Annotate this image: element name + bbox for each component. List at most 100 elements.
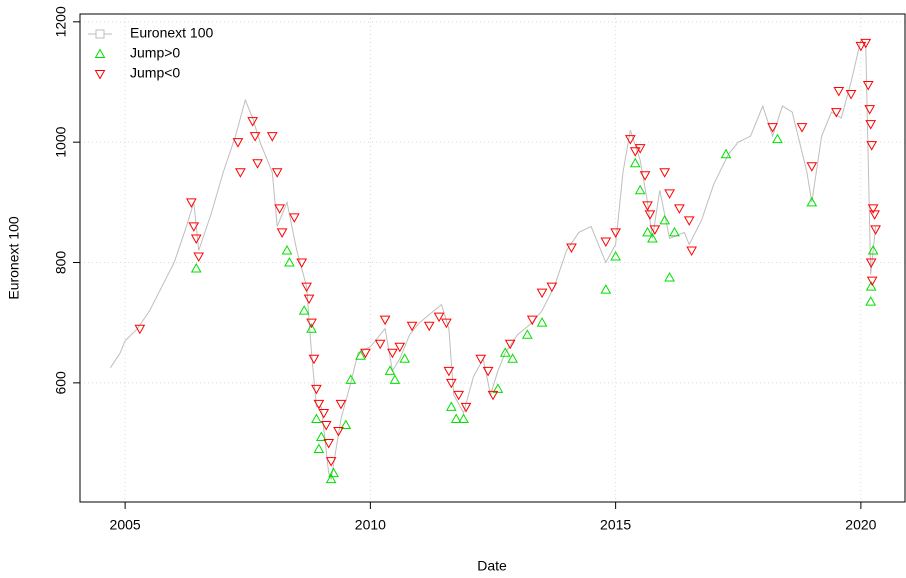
jump-up-marker bbox=[384, 365, 396, 375]
jump-up-marker bbox=[772, 133, 783, 144]
jump-down-marker bbox=[320, 420, 332, 431]
jump-down-marker bbox=[441, 318, 452, 329]
jump-down-marker bbox=[296, 258, 308, 269]
jump-up-marker bbox=[306, 323, 317, 333]
jump-down-marker bbox=[193, 252, 205, 263]
jump-down-marker bbox=[323, 439, 335, 449]
jump-down-marker bbox=[686, 246, 698, 256]
jump-down-marker bbox=[664, 189, 675, 199]
jump-up-marker bbox=[865, 281, 877, 291]
jump-down-marker bbox=[487, 390, 499, 401]
legend-label: Jump<0 bbox=[130, 65, 180, 81]
jump-up-marker bbox=[521, 329, 533, 339]
jump-down-marker bbox=[360, 348, 371, 359]
jump-down-marker bbox=[546, 282, 558, 293]
jump-up-marker bbox=[284, 256, 295, 267]
jump-up-marker bbox=[536, 317, 548, 327]
jump-down-marker bbox=[333, 426, 344, 437]
jump-down-marker bbox=[796, 123, 808, 133]
jump-down-marker bbox=[445, 378, 457, 389]
jump-up-marker bbox=[325, 473, 337, 484]
plot-frame bbox=[79, 13, 906, 503]
y-tick-label: 800 bbox=[53, 251, 69, 275]
jump-up-marker bbox=[806, 196, 818, 207]
jump-down-marker bbox=[433, 312, 445, 323]
jump-down-marker bbox=[274, 204, 285, 214]
jump-up-marker bbox=[298, 305, 310, 315]
jump-up-marker bbox=[340, 419, 352, 429]
x-tick-label: 2020 bbox=[845, 517, 876, 533]
jump-up-marker bbox=[659, 214, 671, 225]
jump-down-marker bbox=[394, 342, 406, 353]
jump-down-marker bbox=[862, 81, 874, 91]
jump-down-marker bbox=[526, 315, 538, 326]
y-axis-label: Euronext 100 bbox=[6, 216, 22, 299]
jump-down-marker bbox=[185, 198, 197, 208]
jump-down-marker bbox=[335, 399, 347, 410]
jump-down-marker bbox=[767, 123, 778, 133]
jump-down-marker bbox=[865, 258, 877, 269]
jump-up-marker bbox=[610, 250, 621, 261]
jump-down-marker bbox=[374, 339, 386, 350]
jump-up-marker bbox=[647, 232, 658, 243]
jump-down-marker bbox=[303, 294, 315, 305]
jump-up-marker bbox=[399, 353, 411, 363]
jump-down-marker bbox=[232, 138, 244, 148]
jump-down-marker bbox=[634, 144, 646, 154]
jump-down-marker bbox=[683, 216, 695, 226]
y-tick-label: 600 bbox=[53, 371, 69, 395]
jump-down-marker bbox=[423, 321, 435, 332]
jump-down-marker bbox=[475, 354, 487, 365]
jump-up-marker bbox=[492, 383, 504, 393]
jump-down-marker bbox=[629, 147, 641, 157]
jump-down-marker bbox=[288, 213, 300, 223]
jump-down-marker bbox=[249, 132, 261, 142]
jump-down-marker bbox=[642, 201, 653, 211]
jump-down-marker bbox=[855, 41, 867, 52]
jump-down-marker bbox=[830, 108, 842, 118]
legend-label: Jump>0 bbox=[130, 45, 180, 61]
jump-up-marker bbox=[445, 401, 457, 411]
jump-down-marker bbox=[860, 38, 872, 49]
jump-down-marker bbox=[649, 225, 661, 235]
y-tick-label: 1000 bbox=[53, 126, 69, 157]
jump-down-marker bbox=[190, 234, 202, 244]
jump-up-marker bbox=[720, 148, 732, 159]
jump-down-marker bbox=[845, 90, 857, 100]
jump-down-marker bbox=[536, 288, 548, 299]
jump-down-marker bbox=[610, 228, 621, 238]
jump-up-marker bbox=[355, 350, 366, 360]
jump-down-marker bbox=[308, 354, 320, 365]
legend-label: Euronext 100 bbox=[130, 25, 213, 41]
jump-down-marker bbox=[276, 228, 288, 238]
jump-down-marker bbox=[247, 117, 259, 127]
jump-down-marker bbox=[644, 210, 656, 220]
jump-down-marker bbox=[865, 120, 877, 130]
jump-up-marker bbox=[664, 272, 675, 282]
jump-up-marker bbox=[634, 184, 646, 195]
jump-down-marker bbox=[504, 339, 516, 350]
jump-up-marker bbox=[450, 413, 462, 423]
jump-down-marker bbox=[306, 318, 317, 329]
jump-down-marker bbox=[867, 204, 879, 214]
jump-up-marker bbox=[281, 244, 293, 255]
jump-down-marker bbox=[870, 225, 881, 235]
jump-down-marker bbox=[235, 168, 246, 178]
jump-down-marker bbox=[460, 402, 472, 413]
jump-down-marker bbox=[318, 408, 330, 419]
legend-symbol bbox=[95, 29, 105, 39]
jump-down-marker bbox=[134, 324, 146, 335]
jump-down-marker bbox=[566, 243, 577, 253]
jump-down-marker bbox=[453, 390, 465, 401]
jump-up-marker bbox=[328, 467, 339, 478]
jump-down-marker bbox=[866, 276, 878, 287]
jump-down-marker bbox=[639, 171, 651, 181]
jump-down-marker bbox=[869, 210, 880, 220]
jump-down-marker bbox=[833, 87, 845, 97]
x-tick-label: 2005 bbox=[110, 517, 141, 533]
legend-symbol bbox=[94, 48, 106, 58]
jump-up-marker bbox=[669, 226, 680, 237]
jump-up-marker bbox=[867, 244, 879, 255]
jump-down-marker bbox=[311, 384, 322, 395]
